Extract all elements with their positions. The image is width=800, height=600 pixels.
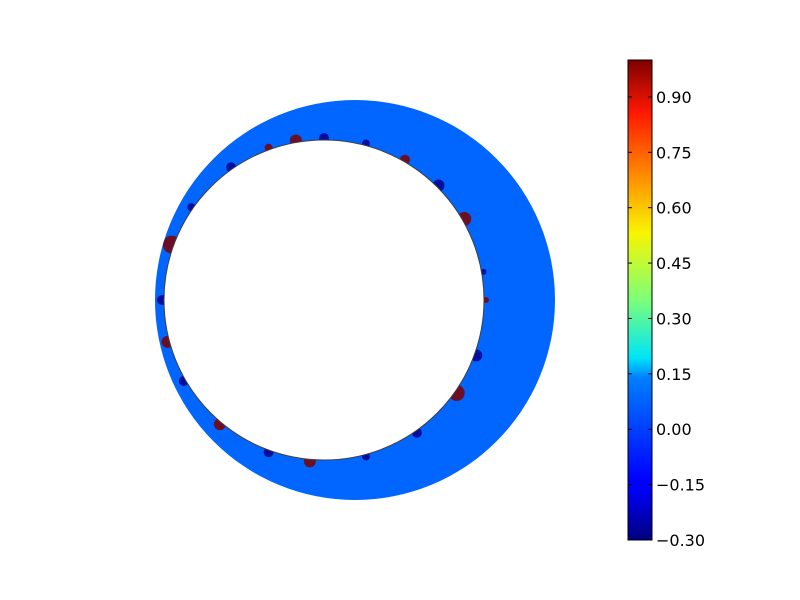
- colorbar-tick-label: 0.30: [656, 309, 692, 328]
- colorbar-tick-label: −0.30: [656, 531, 705, 550]
- boundary-spot: [483, 297, 489, 303]
- colorbar-gradient: [627, 59, 653, 541]
- colorbar-tick-label: 0.45: [656, 254, 692, 273]
- colorbar-tick-label: 0.90: [656, 88, 692, 107]
- colorbar-ticks: −0.30 −0.15 0.00 0.15 0.30 0.45 0.60 0.75 0.90: [628, 88, 705, 550]
- colorbar-tick-label: −0.15: [656, 476, 705, 495]
- colorbar-tick-label: 0.75: [656, 143, 692, 162]
- colorbar-tick-label: 0.60: [656, 199, 692, 218]
- colorbar: −0.30 −0.15 0.00 0.15 0.30 0.45 0.60 0.75 0.90: [627, 59, 705, 550]
- colorbar-tick-label: 0.00: [656, 420, 692, 439]
- colorbar-tick-label: 0.15: [656, 365, 692, 384]
- inner-hole: [163, 139, 485, 461]
- field-plot: [155, 100, 555, 500]
